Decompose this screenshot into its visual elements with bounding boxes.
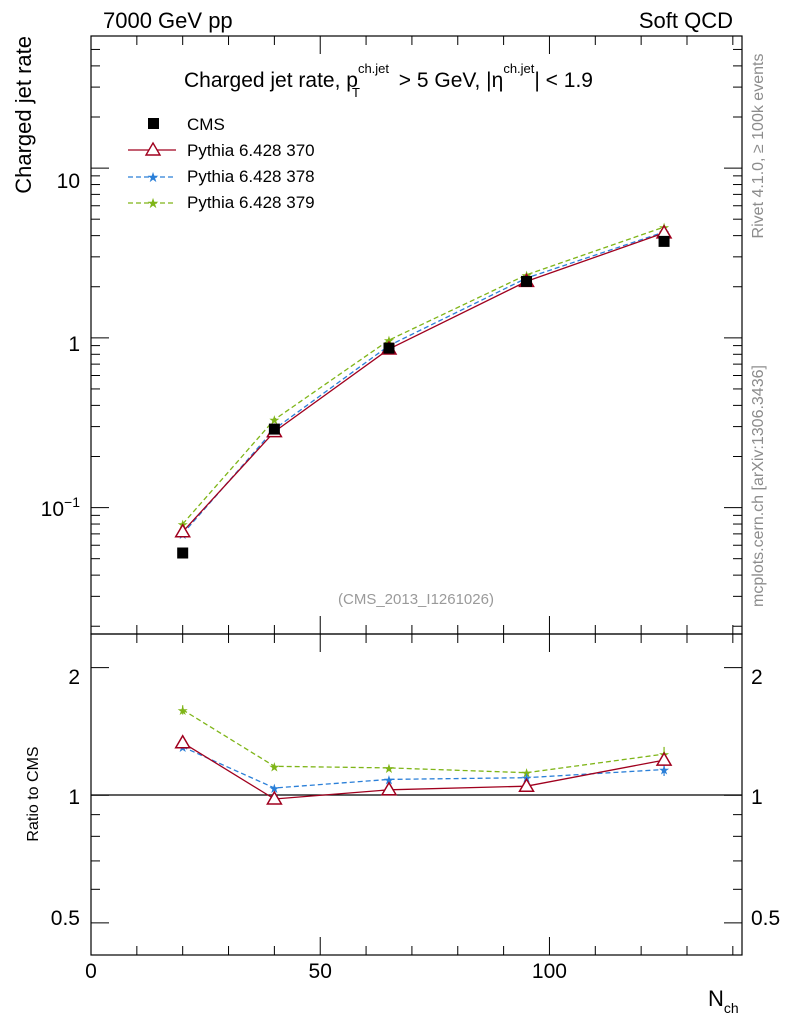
ratio-point-pythia-6-428-370 (266, 790, 283, 805)
ratio-point-pythia-6-428-378: ★ (383, 772, 395, 787)
legend-label-379: Pythia 6.428 379 (187, 193, 315, 212)
ratio-point-pythia-6-428-379: ★ (521, 766, 533, 781)
legend-marker-378: ★ (147, 169, 160, 185)
main-point-cms (521, 275, 533, 287)
legend-marker-cms (148, 118, 159, 129)
main-line-pythia-6-428-379 (182, 226, 665, 525)
main-panel: ★★★★★★★★★★ 10 1 10−1 Charged jet rate Ch… (11, 35, 743, 635)
ratio-ytick-label-0.5-left: 0.5 (51, 907, 80, 930)
main-ytick-label-0.1-exp: −1 (64, 494, 80, 510)
ratio-point-pythia-6-428-378: ★ (269, 781, 281, 796)
main-line-pythia-6-428-378 (182, 231, 665, 535)
ratio-point-pythia-6-428-370 (174, 734, 191, 749)
legend-marker-370 (144, 141, 162, 156)
rivet-version-label: Rivet 4.1.0, ≥ 100k events (750, 54, 767, 239)
ratio-series: ★★★★★★★★★★ (174, 703, 673, 805)
ratio-line-pythia-6-428-379 (182, 709, 665, 774)
mcplots-credit-label: mcplots.cern.ch [arXiv:1306.3436] (750, 365, 767, 607)
main-series: ★★★★★★★★★★ (174, 220, 673, 559)
title-pt-sup: ch.jet (358, 61, 389, 76)
ratio-ytick-label-2-right: 2 (751, 666, 763, 689)
title-eta-sup: ch.jet (503, 61, 534, 76)
ratio-xtick-label: 100 (532, 960, 567, 983)
ratio-xtick-label: 50 (309, 960, 332, 983)
x-axis-label-sub: ch (724, 1000, 739, 1016)
ratio-xtick-labels: 0 50 100 (85, 960, 567, 983)
ratio-ytick-label-0.5-right: 0.5 (751, 907, 780, 930)
ratio-ytick-label-1-right: 1 (751, 786, 763, 809)
ratio-point-pythia-6-428-370 (655, 751, 673, 766)
ratio-point-pythia-6-428-378: ★ (658, 762, 670, 777)
ratio-ytick-label-1-left: 1 (68, 786, 80, 809)
main-ytick-label-1: 1 (68, 333, 80, 356)
ratio-panel: ★★★★★★★★★★ 2 1 0.5 2 1 0.5 Ratio to CMS … (25, 633, 780, 1016)
title-end: | < 1.9 (534, 69, 593, 92)
x-axis-label-main: N (708, 986, 724, 1011)
ratio-line-pythia-6-428-370 (182, 742, 665, 800)
title-pt-sub: T (352, 85, 360, 100)
header-energy-label: 7000 GeV pp (103, 8, 233, 33)
ratio-line-pythia-6-428-378 (182, 746, 665, 789)
legend-label-370: Pythia 6.428 370 (187, 141, 315, 160)
legend-label-378: Pythia 6.428 378 (187, 167, 315, 186)
main-chart-title: Charged jet rate, pch.jet T > 5 GeV, |ηch… (184, 61, 593, 100)
main-point-cms (177, 547, 189, 559)
header-category-label: Soft QCD (639, 8, 733, 33)
main-point-cms (658, 235, 670, 247)
main-ytick-label-10: 10 (57, 170, 80, 193)
main-ytick-label-0.1-base: 10 (41, 498, 64, 521)
main-point-cms (268, 423, 280, 435)
ratio-frame (90, 633, 743, 956)
main-ytick-label-0.1: 10−1 (41, 494, 81, 521)
x-axis-label: Nch (708, 986, 739, 1016)
main-y-axis-label: Charged jet rate (11, 36, 36, 194)
main-point-pythia-6-428-379: ★ (269, 413, 281, 428)
legend-marker-379: ★ (147, 195, 160, 211)
ratio-point-pythia-6-428-379: ★ (383, 761, 395, 776)
title-main: Charged jet rate, p (184, 69, 358, 92)
ratio-ytick-label-2-left: 2 (68, 666, 80, 689)
main-ticks (90, 35, 742, 634)
analysis-watermark: (CMS_2013_I1261026) (338, 591, 494, 608)
ratio-point-pythia-6-428-379: ★ (269, 759, 281, 774)
main-point-pythia-6-428-370 (174, 523, 191, 538)
legend: CMS Pythia 6.428 370 ★ Pythia 6.428 378 … (128, 115, 315, 212)
main-point-cms (383, 342, 395, 354)
ratio-point-pythia-6-428-370 (380, 781, 398, 796)
title-mid: > 5 GeV, |η (393, 69, 503, 92)
ratio-point-pythia-6-428-379: ★ (177, 703, 189, 718)
ratio-point-pythia-6-428-370 (518, 777, 535, 792)
legend-label-cms: CMS (187, 115, 225, 134)
ratio-xtick-label: 0 (85, 960, 97, 983)
main-line-pythia-6-428-370 (182, 232, 665, 533)
ratio-y-axis-label: Ratio to CMS (25, 746, 42, 841)
